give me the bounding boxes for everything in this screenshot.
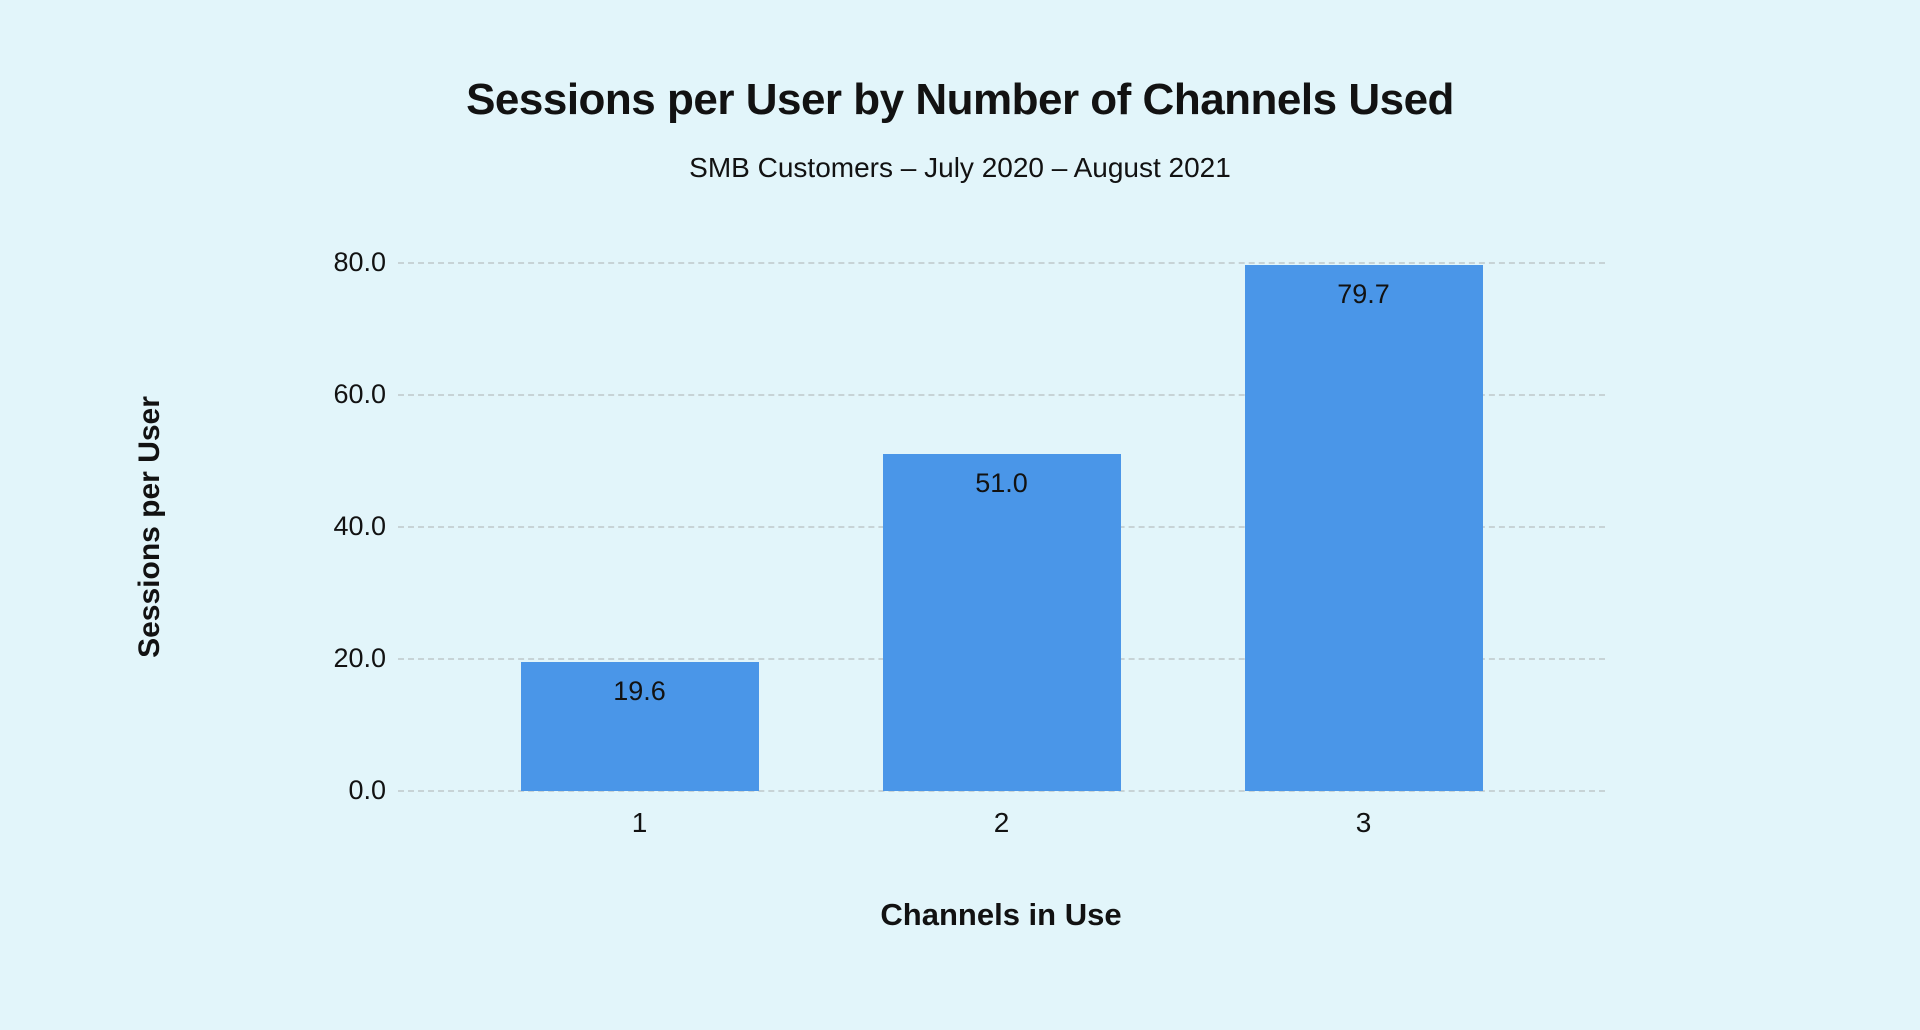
bar: 19.6 [520, 661, 759, 791]
bar-value-label: 51.0 [975, 468, 1028, 499]
plot-area: 19.6 1 51.0 2 79.7 3 [398, 262, 1605, 838]
gridline-y-80.0 [398, 262, 1605, 264]
y-tick-label: 20.0 [333, 642, 386, 673]
x-tick-label: 3 [1355, 807, 1372, 838]
bar-value-label: 79.7 [1337, 278, 1390, 309]
y-tick-label: 0.0 [348, 774, 386, 805]
y-axis-tick-labels: 0.0 20.0 40.0 60.0 80.0 [0, 247, 386, 805]
x-axis-title: Channels in Use [880, 897, 1122, 932]
y-tick-label: 80.0 [333, 246, 386, 277]
y-tick-label: 40.0 [333, 510, 386, 541]
bar-column-2: 51.0 2 [882, 263, 1121, 838]
x-tick-label: 1 [631, 807, 648, 838]
bar-column-3: 79.7 3 [1244, 263, 1483, 838]
bar: 51.0 [882, 454, 1121, 791]
chart-title: Sessions per User by Number of Channels … [466, 75, 1454, 124]
y-tick-label: 60.0 [333, 378, 386, 409]
bar-group: 19.6 1 51.0 2 79.7 3 [398, 263, 1605, 838]
gridline-y-60.0 [398, 394, 1605, 396]
gridline-y-0.0 [398, 790, 1605, 792]
chart-subtitle: SMB Customers – July 2020 – August 2021 [689, 152, 1231, 183]
bar-value-label: 19.6 [613, 675, 666, 706]
bar: 79.7 [1244, 264, 1483, 791]
bar-column-1: 19.6 1 [520, 263, 759, 838]
x-tick-label: 2 [993, 807, 1010, 838]
